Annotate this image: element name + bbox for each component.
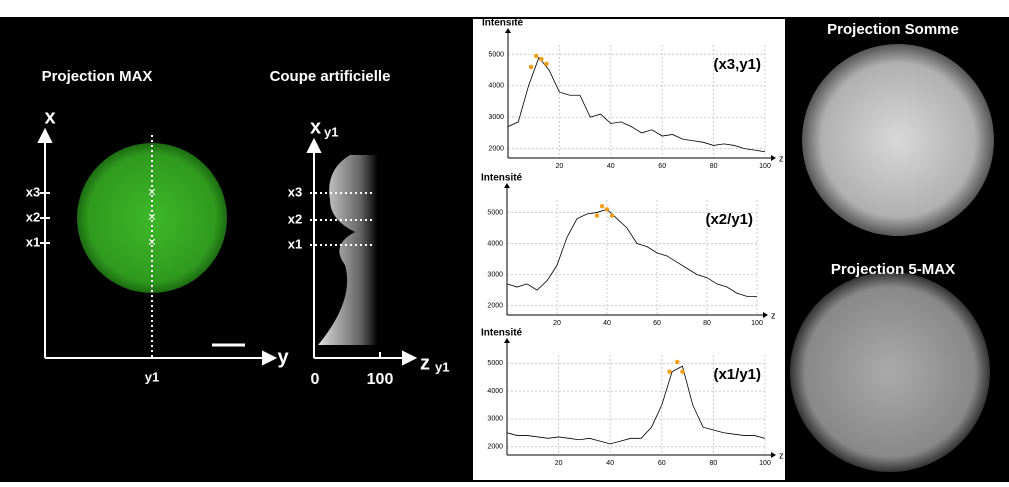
x-tick-label: 20 <box>555 460 563 467</box>
5max-projection-image <box>790 272 990 472</box>
peak-point <box>675 359 680 365</box>
y-axis-label: Intensité <box>482 18 524 29</box>
annotation: (x1/y1) <box>713 366 761 383</box>
peak-point <box>594 213 600 218</box>
line <box>507 56 766 153</box>
y-tick-label: 5000 <box>488 51 504 58</box>
arrow <box>771 155 776 161</box>
y-tick-label: 3000 <box>487 271 503 278</box>
x-tick-label: 80 <box>710 460 718 467</box>
axis-tick-label: 100 <box>367 371 394 388</box>
arrow <box>763 312 768 318</box>
cross-marks: × × × <box>148 184 156 250</box>
arrow <box>504 183 510 188</box>
y-tick-label: 3000 <box>488 114 504 121</box>
y-tick-label: 4000 <box>488 83 504 90</box>
x-tick-label: 60 <box>658 460 666 467</box>
arrow <box>505 28 511 33</box>
y-tick-label: 5000 <box>487 360 503 367</box>
y-tick-label: 4000 <box>487 240 503 247</box>
line <box>506 208 757 297</box>
x-tick-label: 60 <box>658 163 666 170</box>
axis-tick-label: y1 <box>145 369 159 384</box>
row-label: x3 <box>288 184 302 199</box>
peak-point <box>528 64 534 70</box>
title: Coupe artificielle <box>270 68 391 85</box>
axis-tick-label: 0 <box>311 371 320 388</box>
slice-image <box>318 155 378 345</box>
sum-projection-image <box>802 44 994 236</box>
peak-point <box>667 369 672 374</box>
axis-label: x <box>44 106 55 128</box>
title: Projection Somme <box>827 21 959 38</box>
peak-point <box>534 53 539 59</box>
peak-point <box>604 207 610 212</box>
x-axis-label: z <box>771 310 776 320</box>
x-tick-label: 100 <box>759 460 771 467</box>
x-tick-label: 60 <box>653 320 661 327</box>
annotation: (x3,y1) <box>713 56 761 73</box>
peak-point <box>599 204 605 209</box>
row-label: x3 <box>26 184 40 199</box>
peak-point <box>544 61 549 67</box>
max-projection-image <box>77 143 227 293</box>
frame <box>0 17 1009 482</box>
slice-lines <box>310 192 375 246</box>
axes <box>37 127 418 366</box>
axis-label: z <box>420 352 430 374</box>
title: Projection 5-MAX <box>831 261 955 278</box>
x-tick-label: 40 <box>603 320 611 327</box>
y-tick-label: 3000 <box>487 416 503 423</box>
peak-point <box>680 369 685 374</box>
row-label: x1 <box>26 234 40 249</box>
x-tick-label: 20 <box>556 163 564 170</box>
y-tick-label: 4000 <box>487 388 503 395</box>
y-tick-label: 5000 <box>487 209 503 216</box>
y-tick-label: 2000 <box>487 444 503 451</box>
peak-point <box>539 56 544 62</box>
row-label: x1 <box>288 236 302 251</box>
y-tick-label: 2000 <box>487 303 503 310</box>
arrow <box>504 338 510 343</box>
y-axis-label: Intensité <box>481 328 523 339</box>
y-axis-label: Intensité <box>481 173 523 184</box>
row-label: x2 <box>288 211 302 226</box>
arrow <box>771 452 776 458</box>
row-label: x2 <box>26 209 40 224</box>
axis-sub: y1 <box>324 124 338 139</box>
charts-background <box>473 18 785 482</box>
annotation: (x2/y1) <box>705 211 753 228</box>
axis-label: x <box>310 116 321 138</box>
x-tick-label: 100 <box>751 320 763 327</box>
peak-point <box>609 213 615 218</box>
x-axis-label: z <box>779 450 784 460</box>
y-tick-label: 2000 <box>488 145 504 152</box>
svg-text:×: × <box>148 234 156 250</box>
x-tick-label: 40 <box>607 163 615 170</box>
x-tick-label: 80 <box>703 320 711 327</box>
title: Projection MAX <box>42 68 153 85</box>
line <box>506 365 766 445</box>
x-tick-label: 20 <box>553 320 561 327</box>
x-tick-label: 100 <box>759 163 771 170</box>
x-tick-label: 80 <box>710 163 718 170</box>
svg-text:×: × <box>148 184 156 200</box>
axis-label: y <box>277 346 289 368</box>
x-tick-label: 40 <box>606 460 614 467</box>
x-axis-label: z <box>779 153 784 163</box>
svg-text:×: × <box>148 209 156 225</box>
axis-sub: y1 <box>435 359 449 374</box>
